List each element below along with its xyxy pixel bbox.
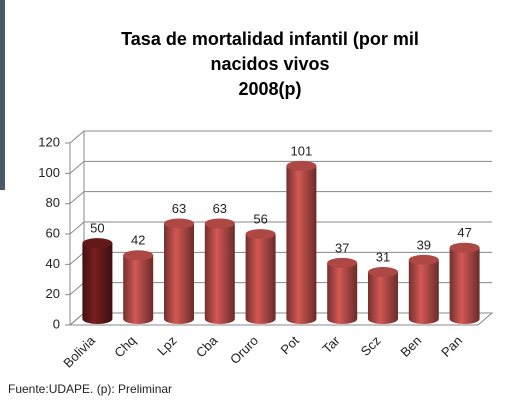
bar	[123, 255, 153, 324]
value-label: 56	[253, 212, 267, 227]
bar	[246, 234, 276, 324]
value-label: 47	[457, 225, 471, 240]
chart-title: nacidos vivos	[210, 54, 329, 74]
value-label: 50	[90, 221, 104, 236]
value-label: 37	[335, 240, 349, 255]
y-tick-label: 40	[46, 256, 60, 271]
bar-top	[164, 218, 194, 228]
bar	[82, 243, 112, 324]
value-label: 42	[131, 233, 145, 248]
bar	[368, 272, 398, 324]
bar-top	[409, 255, 439, 265]
bar	[327, 263, 357, 324]
y-tick-label: 120	[38, 134, 60, 149]
value-label: 31	[376, 249, 390, 264]
y-tick-label: 0	[53, 316, 60, 331]
y-tick-label: 60	[46, 225, 60, 240]
y-tick-label: 100	[38, 165, 60, 180]
y-tick-label: 20	[46, 286, 60, 301]
bar	[286, 166, 316, 324]
value-label: 63	[172, 201, 186, 216]
bar	[450, 248, 480, 324]
bar-top	[82, 238, 112, 248]
bar-top	[123, 250, 153, 260]
bar-top	[246, 229, 276, 239]
bar	[205, 223, 235, 324]
bar	[409, 260, 439, 324]
bar-top	[205, 218, 235, 228]
value-label: 63	[213, 201, 227, 216]
chart: Tasa de mortalidad infantil (por mil nac…	[0, 0, 514, 403]
bar-top	[286, 161, 316, 171]
bar-top	[450, 243, 480, 253]
value-label: 39	[417, 237, 431, 252]
value-label: 101	[291, 143, 313, 158]
bar	[164, 223, 194, 324]
bar-top	[368, 267, 398, 277]
chart-title: Tasa de mortalidad infantil (por mil	[121, 29, 419, 49]
edge-strip	[0, 0, 5, 190]
chart-title: 2008(p)	[238, 79, 301, 99]
footnote: Fuente:UDAPE. (p): Preliminar	[8, 382, 172, 396]
y-tick-label: 80	[46, 195, 60, 210]
bar-top	[327, 258, 357, 268]
